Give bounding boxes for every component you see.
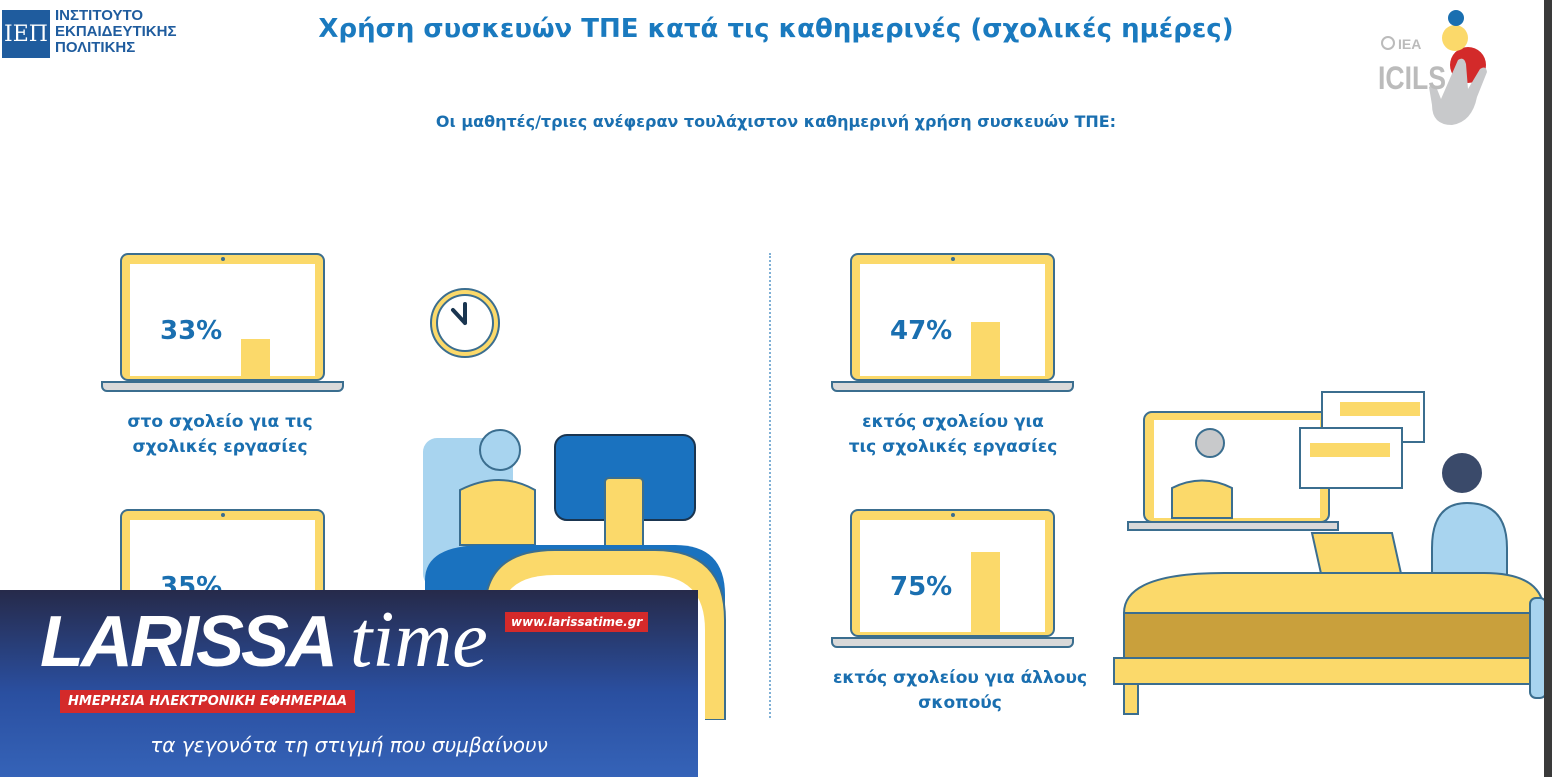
stat-bar bbox=[241, 339, 270, 376]
larissatime-banner[interactable]: LARISSA time www.larissatime.gr ΗΜΕΡΗΣΙΑ… bbox=[0, 590, 698, 777]
stat-label: εκτός σχολείου για τις σχολικές εργασίες bbox=[848, 412, 1058, 457]
icils-logo-text: ICILS bbox=[1378, 60, 1446, 96]
stat-label: εκτός σχολείου για άλλους σκοπούς bbox=[832, 668, 1088, 713]
student-bed-illustration bbox=[1113, 391, 1544, 715]
stat-label: στο σχολείο για τις σχολικές εργασίες bbox=[127, 412, 313, 457]
stat-bar bbox=[971, 322, 1000, 376]
divider bbox=[769, 253, 771, 718]
brand-main: LARISSA bbox=[40, 602, 338, 682]
org-name-line: ΕΚΠΑΙΔΕΥΤΙΚΗΣ bbox=[55, 23, 177, 40]
stat-card-outside-school-work: 47% bbox=[831, 253, 1074, 392]
brand-tagline: ΗΜΕΡΗΣΙΑ ΗΛΕΚΤΡΟΝΙΚΗ ΕΦΗΜΕΡΙΔΑ bbox=[60, 690, 356, 713]
brand-time: time bbox=[350, 596, 488, 684]
stat-value: 33% bbox=[160, 316, 223, 346]
brand-slogan: τα γεγονότα τη στιγμή που συμβαίνουν bbox=[150, 733, 548, 757]
stat-card-school-work: 33% bbox=[101, 253, 344, 392]
stat-value: 75% bbox=[890, 572, 953, 602]
org-name-line: ΠΟΛΙΤΙΚΗΣ bbox=[55, 39, 136, 56]
right-edge-bar bbox=[1544, 0, 1552, 777]
iea-logo-text: IEA bbox=[1398, 36, 1421, 52]
iep-logo-mark: ΙΕΠ bbox=[2, 10, 50, 58]
clock-icon bbox=[430, 288, 500, 358]
stat-value: 47% bbox=[890, 316, 953, 346]
page-title: Χρήση συσκευών ΤΠΕ κατά τις καθημερινές … bbox=[318, 14, 1234, 44]
stat-card-outside-other: 75% bbox=[831, 509, 1074, 648]
stat-bar bbox=[971, 552, 1000, 632]
subtitle: Οι μαθητές/τριες ανέφεραν τουλάχιστον κα… bbox=[435, 112, 1117, 131]
org-name-line: ΙΝΣΤΙΤΟΥΤΟ bbox=[55, 7, 144, 24]
site-url[interactable]: www.larissatime.gr bbox=[505, 612, 649, 632]
iep-logo-text: ΙΝΣΤΙΤΟΥΤΟ ΕΚΠΑΙΔΕΥΤΙΚΗΣ ΠΟΛΙΤΙΚΗΣ bbox=[55, 8, 176, 56]
icils-logo: IEA ICILS bbox=[1378, 10, 1487, 125]
